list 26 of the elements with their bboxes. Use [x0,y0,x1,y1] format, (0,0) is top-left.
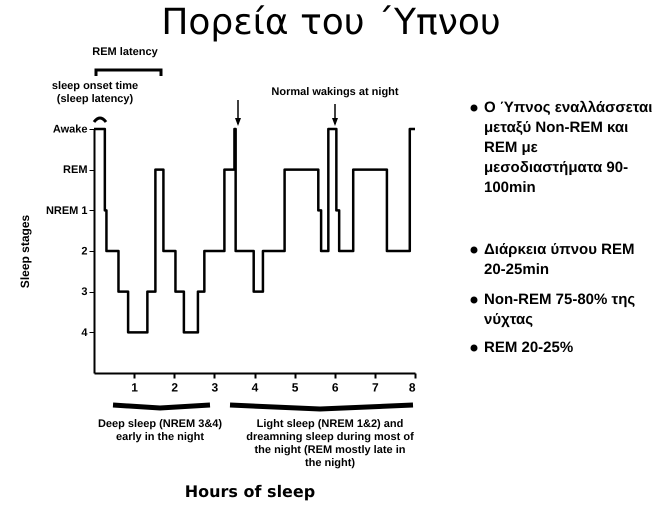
x-tick-label: 2 [171,380,178,394]
text: REM latency [91,46,159,59]
y-tick-label: NREM 1 [46,204,88,217]
y-tick-label: 4 [81,326,88,339]
x-tick-label: 7 [372,380,380,394]
y-tick-label: 3 [81,286,88,298]
x-tick-label: 6 [332,380,339,394]
text: Light sleep (NREM 1&2) and dreamning sleep during most of the night (REM mostly late in the night) [245,418,415,470]
x-tick-label: 1 [131,380,138,394]
x-tick-label: 8 [408,380,416,394]
text: Ο Ύπνος εναλλάσσεται μεταξύ Non-REM και REM με μεσοδιαστήματα 90-100min [484,98,654,198]
text: Deep sleep (NREM 3&4) early in the night [96,418,224,444]
text: Normal wakings at night [270,86,400,99]
text: sleep onset time (sleep latency) [50,80,140,106]
y-tick-label: Awake [52,124,88,136]
x-tick-label: 5 [292,380,299,394]
y-tick-label: 2 [81,246,88,258]
text: Hours of sleep [184,482,316,501]
text: Non-REM 75-80% της νύχτας [484,290,636,330]
text: REM 20-25% [484,338,574,358]
y-axis-title: Sleep stages [18,214,32,288]
x-tick-label: 4 [252,380,259,394]
x-tick-label: 3 [212,380,219,394]
chart-title: Πορεία του ΄Υπνου [160,2,502,43]
text: Διάρκεια ύπνου REM 20-25min [484,240,636,280]
y-tick-label: REM [63,164,88,176]
